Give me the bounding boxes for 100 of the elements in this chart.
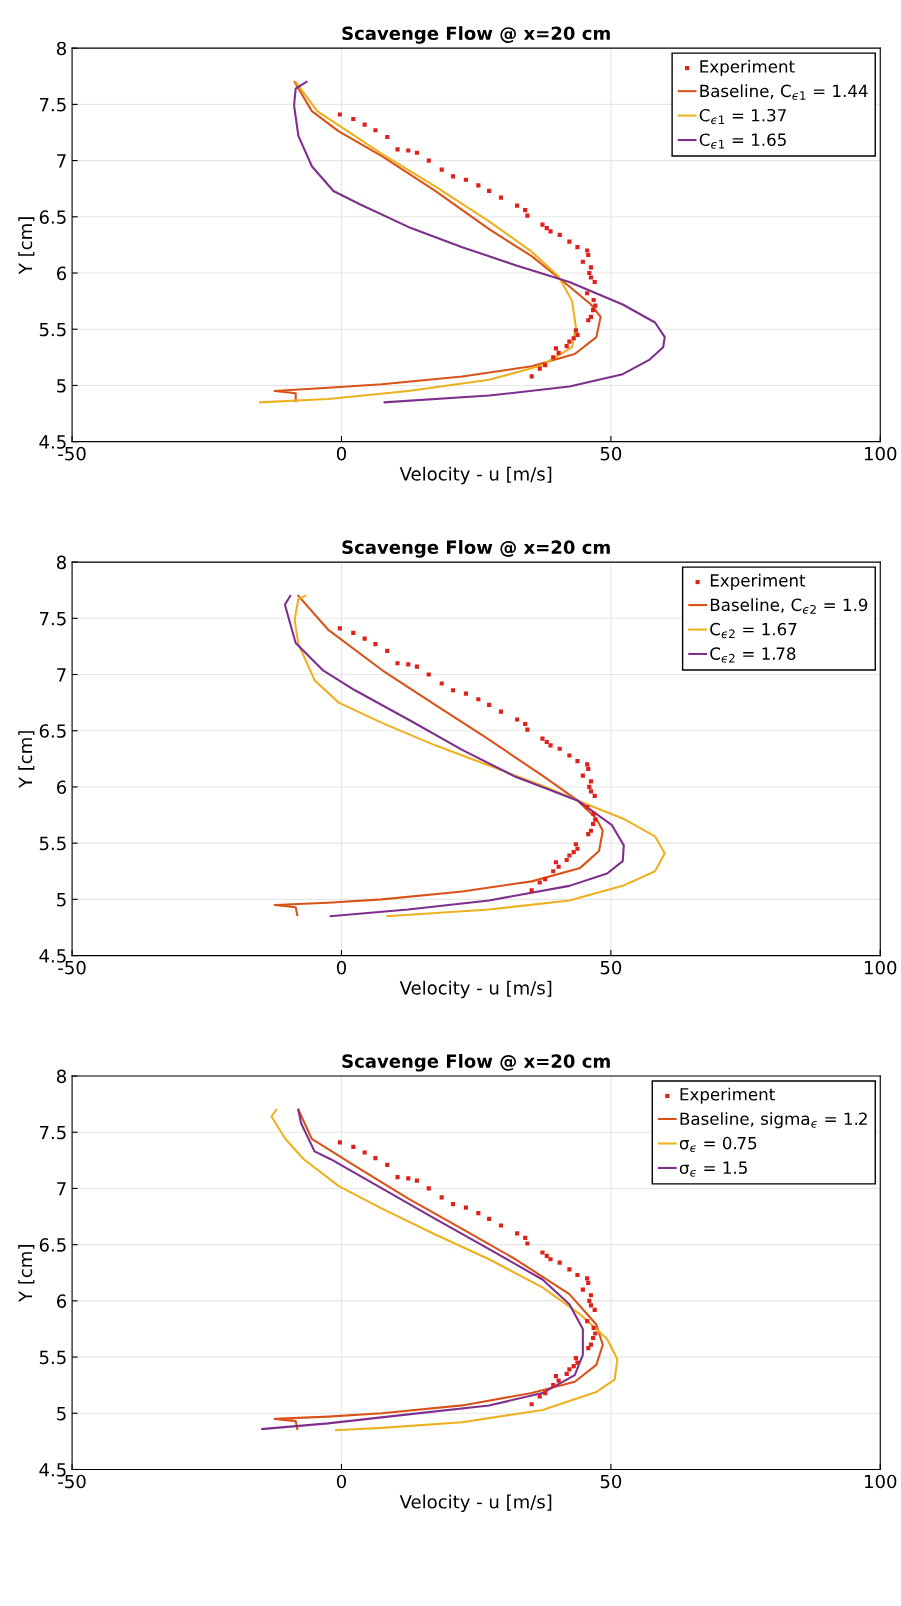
y-tick-label: 5 <box>57 379 66 393</box>
point <box>587 270 592 276</box>
legend-label: Experiment <box>680 1087 775 1104</box>
point <box>586 1345 591 1351</box>
point <box>487 1216 492 1221</box>
legend-label: C$_{ϵ2}$ = 1.67 <box>710 622 797 639</box>
point <box>567 339 572 344</box>
point <box>575 332 580 337</box>
point <box>498 1223 504 1228</box>
point <box>439 681 444 686</box>
point <box>476 183 481 188</box>
point <box>525 213 530 218</box>
point <box>395 661 400 666</box>
x-tick-label: -50 <box>58 446 86 461</box>
legend-label: C$_{ϵ1}$ = 1.65 <box>699 133 786 149</box>
point <box>580 1287 585 1292</box>
point <box>548 229 553 234</box>
point <box>580 259 585 264</box>
point <box>529 888 534 893</box>
point <box>337 1140 342 1145</box>
chart-title: Scavenge Flow @ x=20 cm <box>342 1053 610 1072</box>
point <box>426 672 431 677</box>
x-tick-label: 0 <box>336 446 347 461</box>
point <box>567 239 572 244</box>
point <box>540 1250 545 1255</box>
y-tick-label: 6.5 <box>39 724 66 738</box>
point <box>337 626 342 631</box>
point <box>556 1378 561 1383</box>
point <box>585 1276 590 1281</box>
y-tick-label: 6.5 <box>39 1238 66 1252</box>
legend-label: Experiment <box>700 59 795 76</box>
point <box>587 784 592 790</box>
point <box>373 128 378 133</box>
point <box>586 832 591 837</box>
point <box>586 766 591 772</box>
point <box>537 880 542 885</box>
point <box>463 177 469 182</box>
legend-label: σ$_{ϵ}$ = 0.75 <box>679 1136 757 1153</box>
point <box>548 743 553 748</box>
point <box>543 877 548 882</box>
y-tick-label: 5.5 <box>39 836 66 851</box>
y-tick-label: 6 <box>56 1294 67 1308</box>
point <box>551 1383 556 1388</box>
point <box>362 122 367 127</box>
point <box>414 150 419 155</box>
x-tick-label: 100 <box>865 1474 897 1489</box>
y-tick-label: 7.5 <box>39 1125 66 1140</box>
point <box>406 1176 411 1181</box>
point <box>591 1335 596 1341</box>
point <box>575 1272 580 1278</box>
point <box>385 1162 390 1167</box>
point <box>571 336 576 341</box>
x-tick-label: 100 <box>865 960 897 975</box>
point <box>537 366 542 371</box>
point <box>553 1374 558 1379</box>
y-tick-label: 4.5 <box>39 435 66 449</box>
point <box>351 1144 356 1149</box>
legend-label: Experiment <box>710 573 806 590</box>
y-tick-label: 6 <box>56 266 67 281</box>
y-tick-label: 5.5 <box>39 322 66 337</box>
point <box>476 697 481 702</box>
point <box>373 1156 378 1161</box>
point <box>588 265 594 270</box>
point <box>406 662 411 667</box>
x-axis-title: Velocity - u [m/s] <box>399 980 552 999</box>
point <box>585 805 590 810</box>
point <box>395 1175 400 1180</box>
point <box>553 860 558 865</box>
point <box>567 753 572 758</box>
legend-label: Baseline, C$_{ϵ2}$ = 1.9 <box>710 598 868 614</box>
point <box>487 702 492 707</box>
point <box>593 1331 598 1336</box>
point <box>575 1360 580 1365</box>
point <box>463 1205 469 1210</box>
point <box>543 363 548 368</box>
point <box>523 721 528 727</box>
point <box>567 1267 572 1272</box>
legend-label: C$_{ϵ2}$ = 1.78 <box>710 647 796 663</box>
point <box>426 1186 431 1191</box>
point <box>585 291 590 296</box>
point <box>556 864 561 869</box>
point <box>537 1394 542 1399</box>
point <box>362 636 367 641</box>
point <box>540 736 545 741</box>
y-tick-label: 8 <box>56 1069 66 1084</box>
point <box>556 350 561 355</box>
point <box>373 642 378 647</box>
y-tick-label: 8 <box>56 41 66 56</box>
point <box>586 318 591 323</box>
point <box>557 1260 562 1265</box>
point <box>487 188 492 194</box>
y-tick-label: 8 <box>56 555 66 570</box>
point <box>439 167 444 172</box>
point <box>476 1211 481 1216</box>
chart-title: Scavenge Flow @ x=20 cm <box>342 540 610 558</box>
point <box>557 746 562 751</box>
y-tick-label: 6 <box>56 780 67 795</box>
y-tick-label: 5 <box>57 1406 66 1421</box>
y-axis-title: Y [cm] <box>18 731 35 789</box>
point <box>385 648 390 653</box>
